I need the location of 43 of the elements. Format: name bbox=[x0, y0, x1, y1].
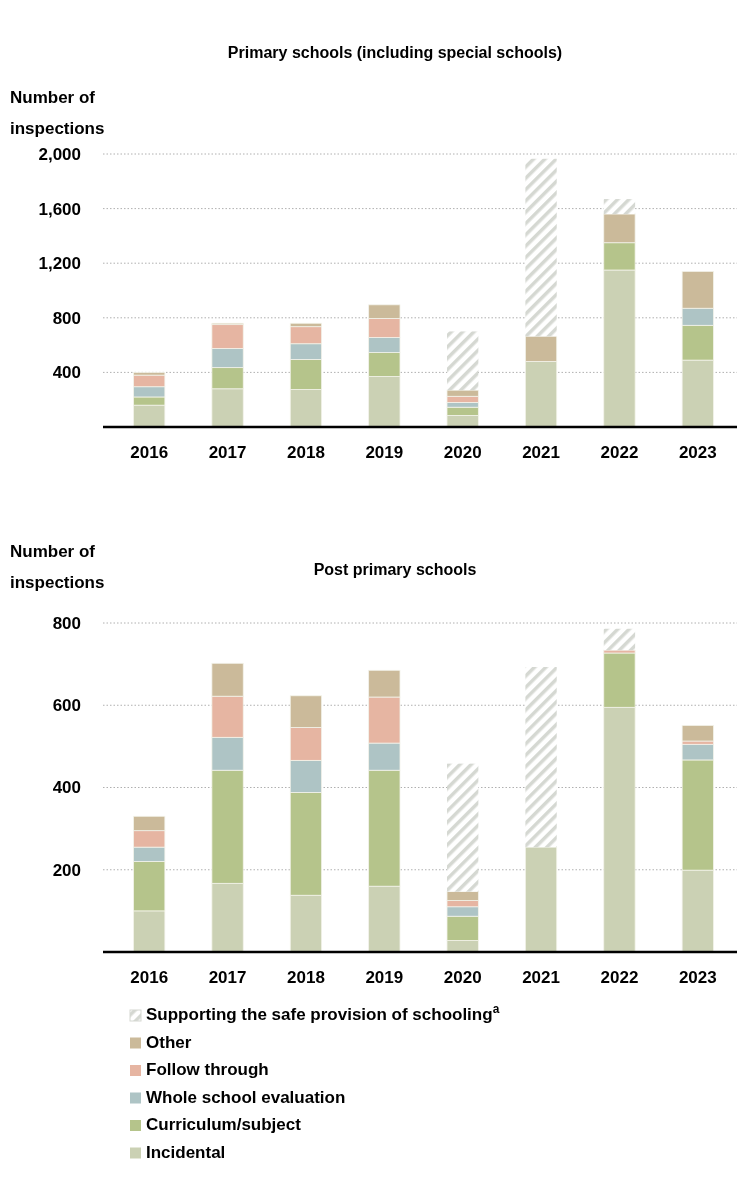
y-axis-title: Number of inspections bbox=[10, 88, 105, 138]
x-tick-label: 2018 bbox=[287, 968, 325, 987]
x-tick-label: 2022 bbox=[600, 968, 639, 987]
bar bbox=[524, 846, 558, 953]
x-tick-label: 2022 bbox=[600, 443, 639, 462]
x-tick-label: 2016 bbox=[130, 443, 169, 462]
legend-label: Supporting the safe provision of schooling$^{a}$ bbox=[146, 1002, 500, 1024]
legend-label: Curriculum/subject bbox=[146, 1115, 302, 1134]
x-tick-label: 2019 bbox=[365, 968, 404, 987]
y-tick-label: 400 bbox=[52, 363, 81, 383]
y-tick-label: 1,200 bbox=[38, 254, 81, 274]
x-tick-label: 2021 bbox=[522, 443, 560, 462]
x-tick-label: 2018 bbox=[287, 443, 325, 462]
y-tick-label: 1,600 bbox=[38, 199, 81, 219]
y-axis-title: Number of inspections bbox=[10, 542, 105, 592]
legend-label: Incidental bbox=[146, 1142, 226, 1162]
x-tick-label: 2017 bbox=[208, 968, 247, 987]
bar bbox=[603, 628, 636, 651]
legend-label: Whole school evaluation bbox=[146, 1087, 346, 1107]
x-tick-label: 2023 bbox=[678, 968, 717, 987]
bar bbox=[525, 667, 557, 848]
x-tick-label: 2020 bbox=[443, 443, 482, 462]
x-tick-label: 2019 bbox=[365, 443, 404, 462]
bar bbox=[603, 199, 636, 215]
y-tick-label: 200 bbox=[52, 860, 81, 880]
y-tick-label: 600 bbox=[52, 696, 81, 716]
chart-title: Primary schools (including special schools) bbox=[227, 44, 563, 61]
bar bbox=[525, 158, 557, 337]
x-tick-label: 2023 bbox=[678, 443, 717, 462]
bar bbox=[447, 331, 479, 391]
legend-label: Other bbox=[146, 1032, 192, 1052]
chart-title: Post primary schools bbox=[313, 561, 477, 578]
y-tick-label: 800 bbox=[52, 613, 81, 633]
bar bbox=[681, 725, 714, 742]
x-tick-label: 2021 bbox=[522, 968, 560, 987]
x-tick-label: 2016 bbox=[130, 968, 169, 987]
y-tick-label: 800 bbox=[52, 308, 81, 328]
y-tick-label: 400 bbox=[52, 778, 81, 798]
x-tick-label: 2020 bbox=[443, 968, 482, 987]
y-tick-label: 2,000 bbox=[38, 144, 81, 164]
bar bbox=[447, 763, 479, 892]
legend-label: Follow through bbox=[146, 1060, 269, 1079]
x-tick-label: 2017 bbox=[208, 443, 247, 462]
